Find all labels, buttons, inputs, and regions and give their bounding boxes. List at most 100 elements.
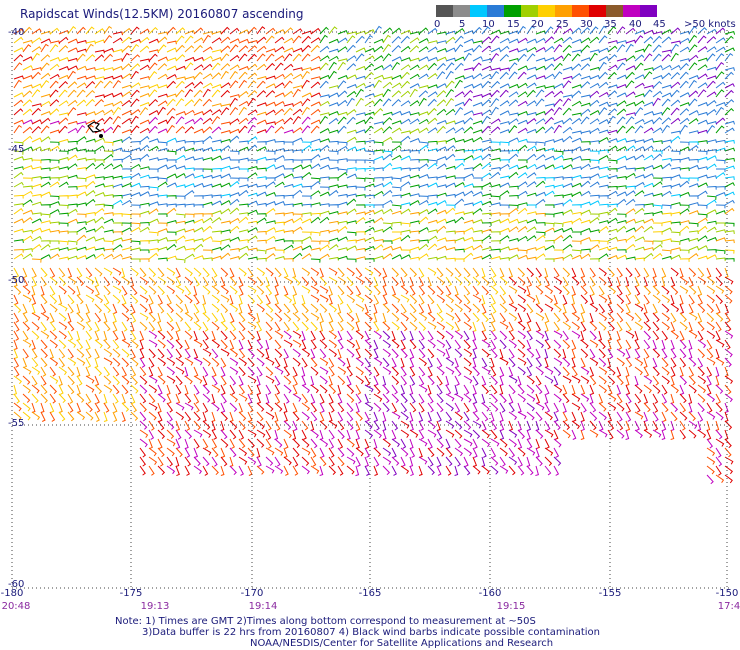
wind-barb bbox=[148, 208, 159, 215]
wind-barb bbox=[679, 58, 690, 63]
wind-barb bbox=[616, 411, 623, 422]
wind-barb bbox=[220, 107, 230, 116]
wind-barb bbox=[265, 330, 273, 341]
wind-barb bbox=[148, 38, 159, 44]
wind-barb bbox=[571, 174, 582, 179]
wind-barb bbox=[121, 411, 126, 422]
wind-barb bbox=[130, 89, 140, 98]
wind-barb bbox=[445, 447, 453, 458]
wind-barb bbox=[652, 150, 663, 155]
wind-barb bbox=[274, 429, 279, 440]
wind-barb bbox=[445, 393, 455, 402]
wind-barb bbox=[715, 125, 725, 134]
wind-barb bbox=[184, 393, 192, 404]
wind-barb bbox=[571, 155, 582, 161]
wind-barb bbox=[706, 109, 717, 116]
wind-barb bbox=[427, 107, 437, 116]
wind-barb bbox=[130, 109, 141, 116]
wind-barb bbox=[724, 393, 733, 403]
wind-barb bbox=[337, 267, 345, 278]
wind-barb bbox=[112, 58, 123, 62]
wind-barb bbox=[535, 357, 543, 368]
wind-barb bbox=[616, 137, 627, 143]
wind-barb bbox=[247, 447, 255, 458]
wind-barb bbox=[31, 330, 40, 340]
wind-barb bbox=[157, 321, 163, 332]
wind-barb bbox=[22, 39, 33, 44]
wind-barb bbox=[310, 321, 318, 332]
wind-barb bbox=[580, 253, 591, 260]
wind-barb bbox=[490, 195, 501, 200]
wind-barb bbox=[175, 146, 186, 152]
wind-barb bbox=[616, 92, 627, 98]
wind-barb bbox=[256, 339, 264, 350]
wind-barb bbox=[553, 348, 562, 358]
wind-barb bbox=[103, 384, 113, 393]
wind-barb bbox=[247, 256, 258, 261]
wind-barb bbox=[634, 330, 639, 341]
wind-barb bbox=[661, 339, 666, 351]
scale-swatch bbox=[555, 5, 572, 17]
wind-barb bbox=[22, 321, 31, 331]
wind-barb bbox=[490, 330, 498, 341]
wind-barb bbox=[400, 111, 412, 116]
wind-barb bbox=[661, 429, 666, 440]
wind-barb bbox=[652, 244, 663, 251]
wind-barb bbox=[265, 35, 275, 44]
wind-barb bbox=[193, 255, 204, 260]
wind-barb bbox=[58, 411, 66, 422]
wind-barb bbox=[103, 357, 113, 366]
wind-barb bbox=[535, 37, 546, 44]
wind-barb bbox=[688, 339, 693, 350]
wind-barb bbox=[247, 235, 258, 242]
wind-barb bbox=[346, 303, 353, 314]
wind-barb bbox=[688, 44, 698, 53]
wind-barb bbox=[589, 217, 600, 224]
wind-barb bbox=[301, 53, 311, 62]
wind-barb bbox=[211, 167, 222, 172]
wind-barb bbox=[364, 245, 376, 251]
wind-barb bbox=[661, 36, 672, 44]
wind-barb bbox=[85, 267, 93, 278]
wind-barb bbox=[427, 159, 438, 164]
wind-barb bbox=[391, 375, 400, 385]
wind-barb bbox=[265, 348, 270, 359]
wind-barb bbox=[562, 294, 568, 305]
wind-barb bbox=[148, 375, 158, 384]
wind-barb bbox=[472, 93, 484, 98]
wind-barb bbox=[76, 255, 87, 260]
wind-barb bbox=[220, 438, 229, 448]
wind-barb bbox=[499, 420, 505, 431]
wind-barb bbox=[589, 90, 600, 98]
wind-barb bbox=[202, 34, 211, 44]
wind-barb bbox=[355, 211, 366, 216]
wind-barb bbox=[211, 216, 222, 224]
wind-barb bbox=[85, 111, 96, 116]
wind-barb bbox=[193, 429, 203, 438]
wind-barb bbox=[328, 456, 335, 467]
wind-barb bbox=[571, 348, 576, 359]
wind-barb bbox=[391, 357, 397, 368]
wind-barb bbox=[454, 56, 465, 62]
wind-barb bbox=[634, 62, 644, 71]
wind-barb bbox=[706, 312, 715, 322]
scale-swatch bbox=[538, 5, 555, 17]
wind-barb bbox=[310, 384, 319, 394]
wind-barb bbox=[400, 357, 405, 369]
wind-barb bbox=[49, 209, 60, 215]
wind-barb bbox=[121, 150, 132, 155]
wind-barb bbox=[400, 45, 411, 53]
wind-barb bbox=[418, 321, 427, 331]
wind-barb bbox=[148, 231, 159, 236]
wind-barb bbox=[202, 456, 210, 467]
wind-barb bbox=[724, 176, 735, 180]
wind-barb bbox=[427, 62, 437, 71]
wind-barb bbox=[193, 110, 204, 116]
wind-barb bbox=[409, 174, 421, 179]
wind-barb bbox=[238, 106, 247, 116]
wind-barb bbox=[697, 150, 708, 155]
wind-barb bbox=[643, 173, 654, 179]
wind-barb bbox=[562, 244, 573, 251]
wind-barb bbox=[400, 222, 411, 227]
wind-barb bbox=[715, 210, 726, 215]
